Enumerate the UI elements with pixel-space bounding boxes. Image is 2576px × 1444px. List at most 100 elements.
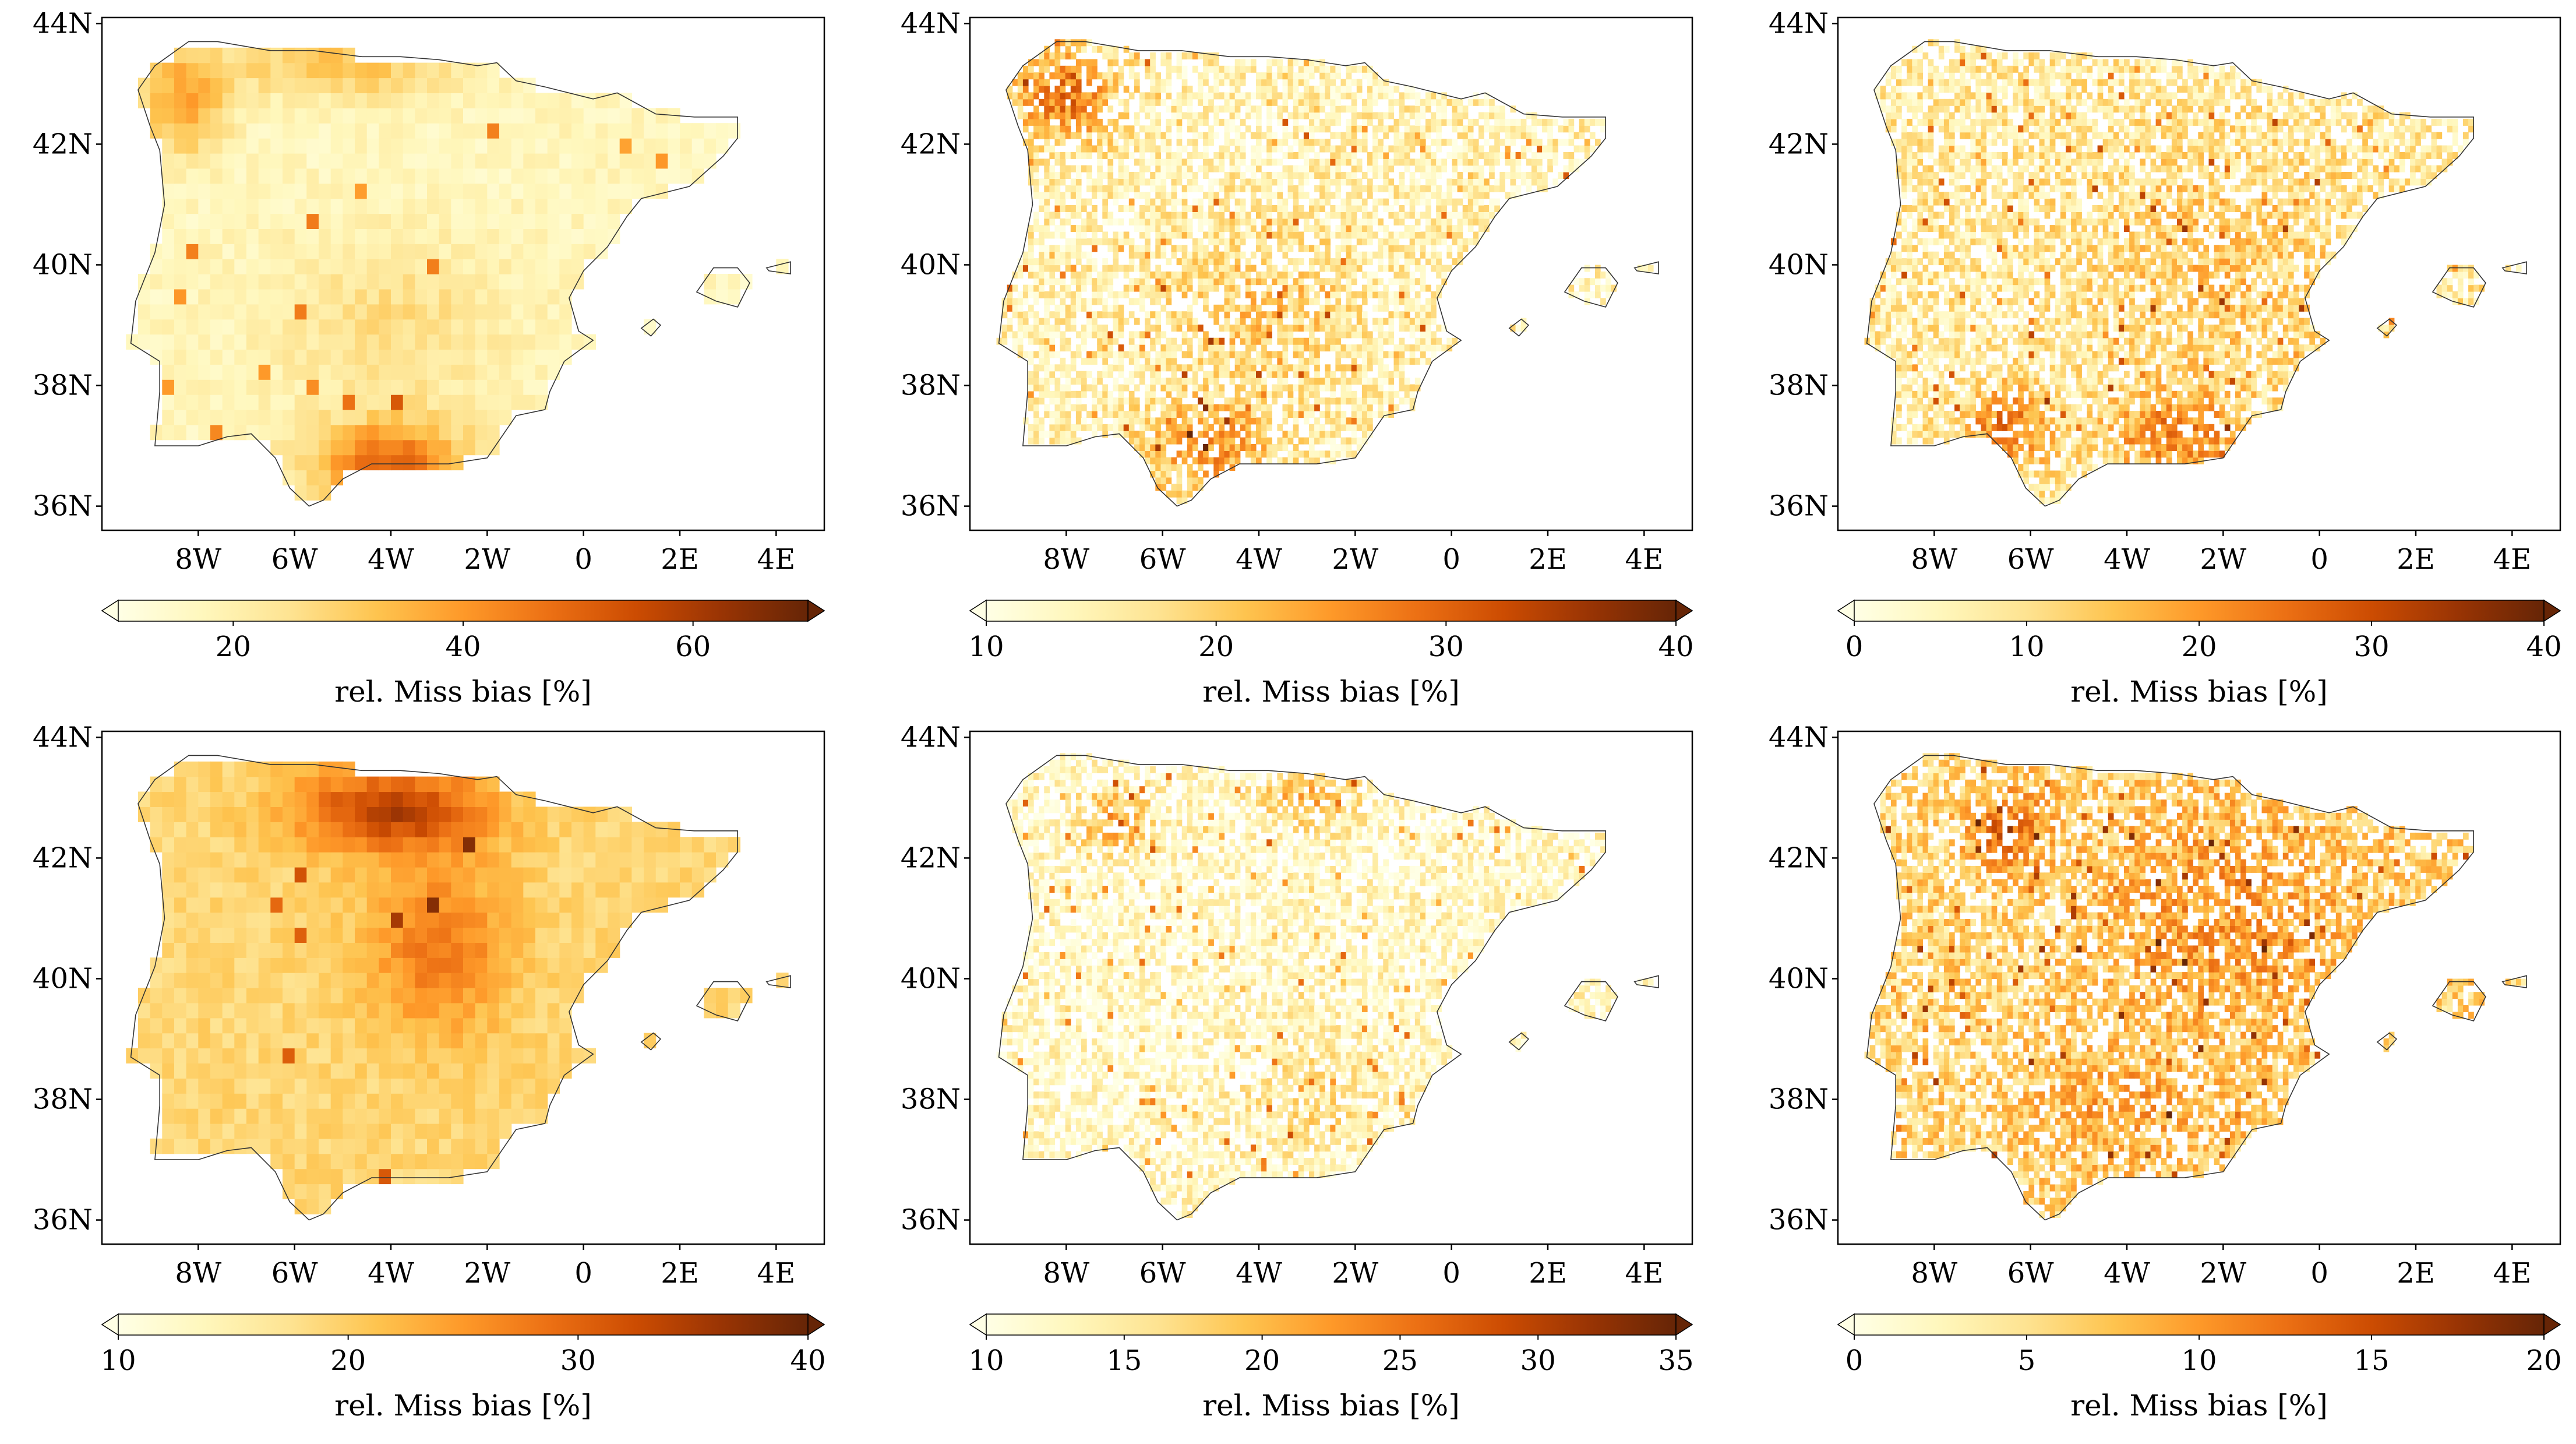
grid-cell xyxy=(283,93,295,108)
grid-cell xyxy=(1494,152,1500,159)
grid-cell xyxy=(487,288,500,305)
grid-cell xyxy=(1145,278,1151,286)
grid-cell xyxy=(1113,118,1119,126)
grid-cell xyxy=(1139,331,1145,339)
grid-cell xyxy=(1224,139,1230,146)
grid-cell xyxy=(1192,52,1198,59)
grid-cell xyxy=(1113,397,1119,405)
grid-cell xyxy=(1155,484,1161,491)
grid-cell xyxy=(1340,152,1347,159)
grid-cell xyxy=(595,138,608,154)
grid-cell xyxy=(1314,278,1320,286)
grid-cell xyxy=(1319,284,1325,292)
grid-cell xyxy=(1097,325,1103,332)
grid-cell xyxy=(1579,278,1585,286)
grid-cell xyxy=(1378,265,1384,272)
grid-cell xyxy=(1075,172,1082,179)
grid-cell xyxy=(234,349,247,365)
grid-cell xyxy=(330,349,343,365)
grid-cell xyxy=(222,409,235,425)
grid-cell xyxy=(1118,192,1124,199)
grid-cell xyxy=(1319,431,1325,438)
grid-cell xyxy=(1303,311,1310,319)
grid-cell xyxy=(1256,132,1262,139)
grid-cell xyxy=(1303,65,1310,73)
grid-cell xyxy=(1340,105,1347,113)
grid-cell xyxy=(1102,92,1108,100)
grid-cell xyxy=(1383,132,1389,139)
grid-cell xyxy=(1092,72,1098,80)
grid-cell xyxy=(1198,265,1204,272)
grid-cell xyxy=(1303,245,1310,252)
grid-cell xyxy=(1314,298,1320,305)
grid-cell xyxy=(535,153,548,169)
grid-cell xyxy=(1356,178,1363,186)
grid-cell xyxy=(1150,159,1156,166)
grid-cell xyxy=(1081,152,1087,159)
grid-cell xyxy=(1070,265,1077,272)
grid-cell xyxy=(1266,125,1272,133)
grid-cell xyxy=(1409,384,1416,392)
grid-cell xyxy=(1399,139,1405,146)
grid-cell xyxy=(1203,431,1209,438)
grid-cell xyxy=(1102,404,1108,411)
grid-cell xyxy=(234,108,247,124)
grid-cell xyxy=(258,108,271,124)
grid-cell xyxy=(1393,291,1400,298)
grid-cell xyxy=(198,123,211,139)
grid-cell xyxy=(1314,172,1320,179)
grid-cell xyxy=(1160,231,1167,239)
grid-cell xyxy=(1049,278,1056,286)
grid-cell xyxy=(391,123,404,139)
grid-cell xyxy=(1277,139,1283,146)
grid-cell xyxy=(1605,278,1611,286)
grid-cell xyxy=(1113,218,1119,226)
grid-cell xyxy=(1107,291,1114,298)
grid-cell xyxy=(427,395,440,410)
grid-cell xyxy=(1139,450,1145,458)
grid-cell xyxy=(1605,271,1611,279)
grid-cell xyxy=(2044,477,2051,484)
grid-cell xyxy=(1092,225,1098,233)
grid-cell xyxy=(1325,298,1331,305)
grid-cell xyxy=(1489,125,1495,133)
grid-cell xyxy=(1123,431,1130,438)
grid-cell xyxy=(1171,152,1177,159)
grid-cell xyxy=(1531,178,1537,186)
grid-cell xyxy=(1356,404,1363,411)
grid-cell xyxy=(1531,112,1537,119)
grid-cell xyxy=(1198,251,1204,259)
grid-cell xyxy=(1086,172,1092,179)
grid-cell xyxy=(547,123,560,139)
grid-cell xyxy=(1256,86,1262,93)
grid-cell xyxy=(162,379,175,395)
grid-cell xyxy=(1245,291,1251,298)
grid-cell xyxy=(1198,238,1204,245)
grid-cell xyxy=(1309,225,1315,233)
grid-cell xyxy=(1272,384,1278,392)
grid-cell xyxy=(1240,404,1246,411)
grid-cell xyxy=(1039,325,1044,332)
grid-cell xyxy=(1351,271,1357,279)
grid-cell xyxy=(1245,165,1251,172)
grid-cell xyxy=(343,319,355,335)
grid-cell xyxy=(1425,225,1431,233)
grid-cell xyxy=(1139,378,1145,385)
grid-cell xyxy=(1224,198,1230,206)
grid-cell xyxy=(1007,86,1013,93)
grid-cell xyxy=(1378,198,1384,206)
grid-cell xyxy=(523,78,536,93)
grid-cell xyxy=(439,228,451,244)
grid-cell xyxy=(1293,325,1299,332)
grid-cell xyxy=(1393,198,1400,206)
grid-cell xyxy=(1256,331,1262,339)
grid-cell xyxy=(1293,450,1299,458)
grid-cell xyxy=(1335,185,1342,192)
grid-cell xyxy=(1351,411,1357,418)
grid-cell xyxy=(1022,265,1029,272)
grid-cell xyxy=(1224,79,1230,86)
grid-cell xyxy=(547,244,560,259)
grid-cell xyxy=(1261,98,1267,106)
grid-cell xyxy=(319,364,331,380)
grid-cell xyxy=(1414,139,1421,146)
